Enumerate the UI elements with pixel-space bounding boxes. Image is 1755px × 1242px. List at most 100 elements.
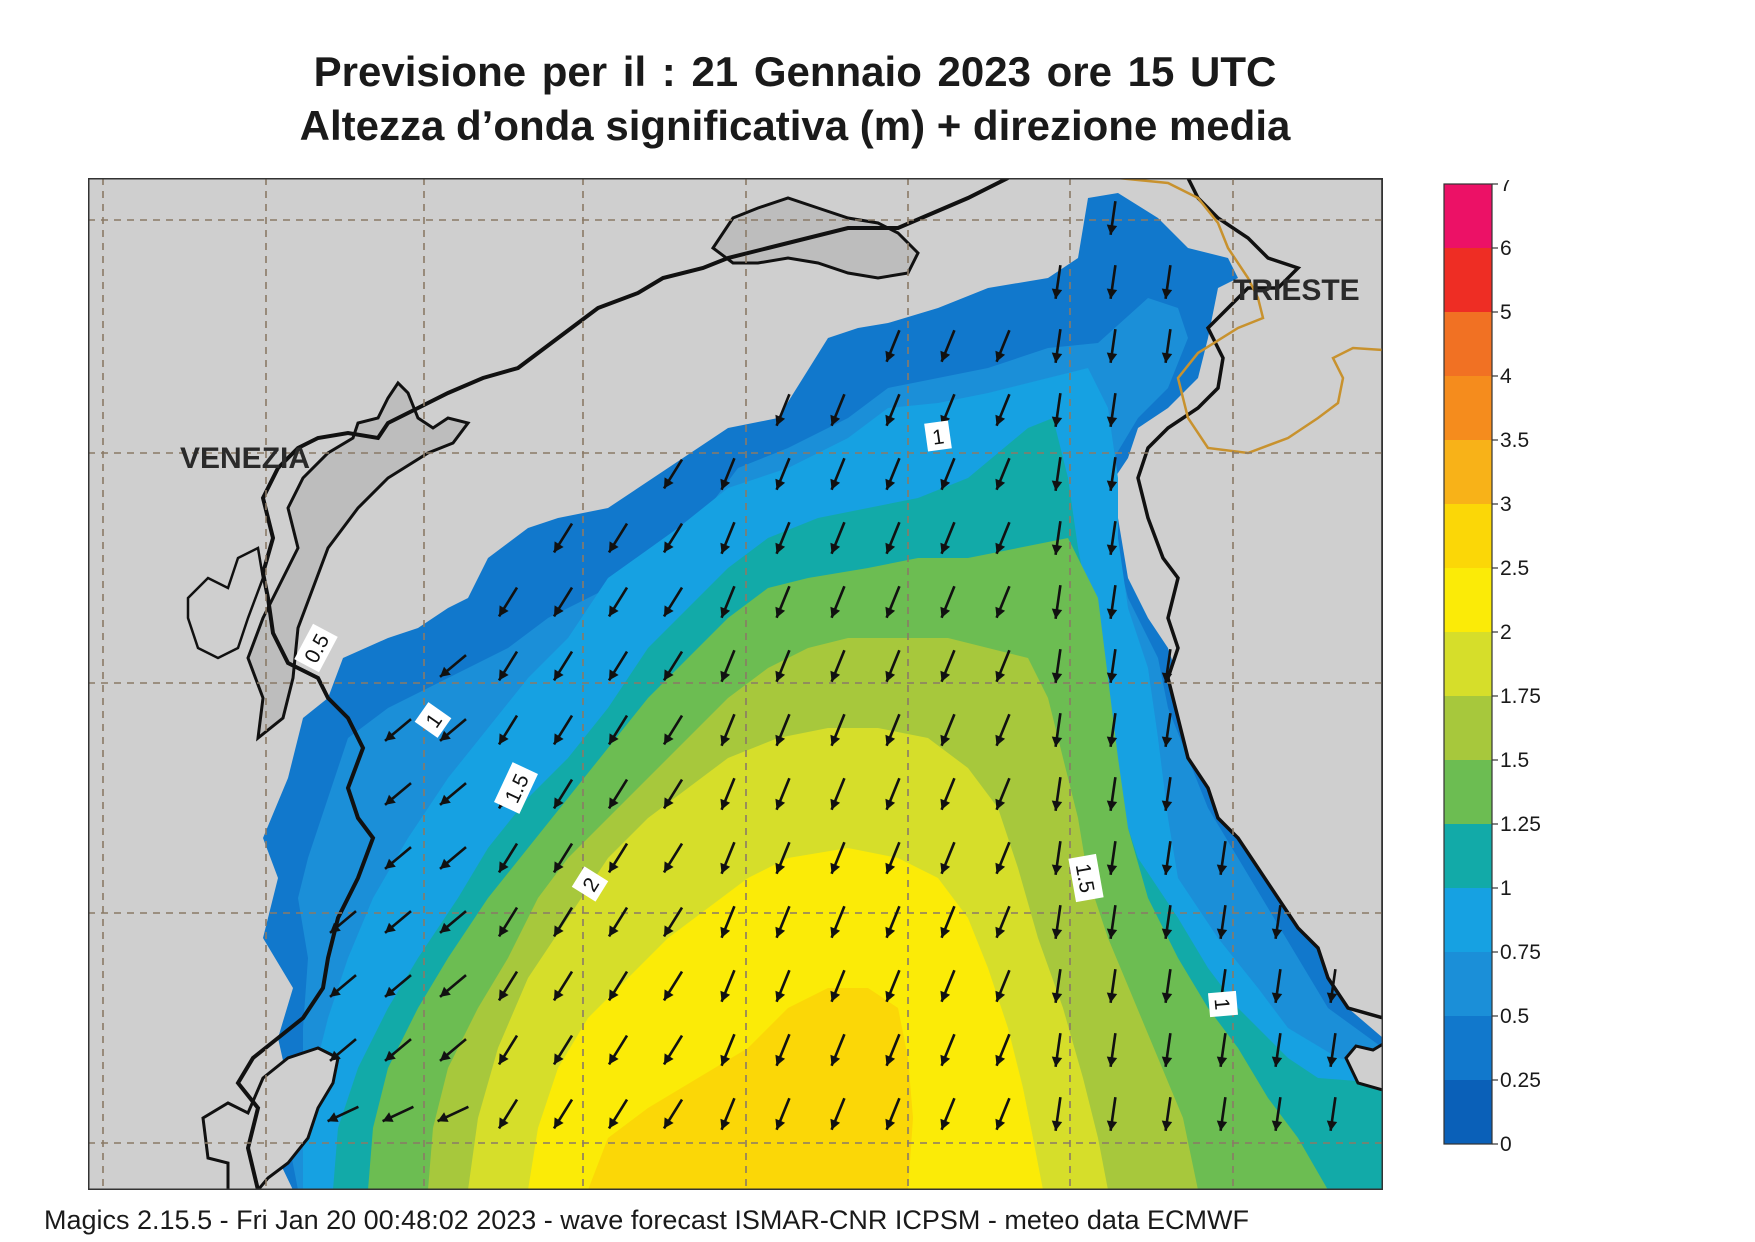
direction-arrow-head	[940, 542, 951, 554]
direction-arrow-head	[440, 1050, 451, 1061]
direction-arrow-head	[609, 605, 619, 617]
direction-arrow-head	[609, 861, 619, 873]
colorbar-legend: 0 0.25 0.5 0.75 1 1.25 1.5 1.75 2 2.5 3 3.5 4 5 6 7	[1443, 180, 1541, 1152]
direction-arrow-head	[609, 733, 619, 745]
direction-arrow-head	[995, 734, 1006, 746]
direction-arrow-head	[995, 862, 1006, 874]
direction-arrow-head	[1326, 992, 1338, 1003]
direction-arrow-head	[830, 798, 841, 810]
direction-arrow-head	[1106, 736, 1118, 747]
direction-arrow-head	[885, 478, 896, 490]
direction-arrow-head	[609, 925, 619, 937]
contour-label-1-east: 1	[1208, 990, 1238, 1018]
direction-arrow-head	[995, 542, 1006, 554]
colorbar-segment	[1444, 248, 1492, 312]
direction-arrow-head	[554, 1117, 564, 1129]
island-land	[1344, 1042, 1383, 1092]
direction-arrow-head	[499, 989, 509, 1001]
wave-direction-arrows	[327, 201, 1338, 1131]
direction-arrow-head	[1271, 992, 1283, 1003]
direction-arrow-head	[1106, 608, 1118, 619]
direction-arrow-head	[720, 478, 731, 490]
direction-arrow-head	[775, 1054, 786, 1066]
direction-arrow-head	[995, 478, 1006, 490]
direction-arrow-head	[1161, 736, 1173, 747]
direction-arrow-head	[664, 925, 674, 937]
direction-arrow-head	[940, 1118, 951, 1130]
direction-arrow-head	[775, 478, 786, 490]
direction-arrow-head	[995, 798, 1006, 810]
direction-arrow-head	[554, 605, 564, 617]
direction-arrow-head	[830, 478, 841, 490]
direction-arrow-head	[885, 670, 896, 682]
direction-arrow-head	[1051, 800, 1063, 811]
city-label-venezia: VENEZIA	[180, 442, 310, 475]
direction-arrow-head	[940, 1054, 951, 1066]
direction-arrow-head	[382, 1112, 394, 1122]
direction-arrow-head	[995, 414, 1006, 426]
direction-arrow-head	[330, 922, 341, 933]
colorbar-segment	[1444, 504, 1492, 568]
direction-arrow-head	[885, 606, 896, 618]
colorbar-tick-label: 3	[1500, 493, 1512, 516]
direction-arrow-head	[830, 670, 841, 682]
direction-arrow-head	[995, 670, 1006, 682]
direction-arrow-head	[664, 861, 674, 873]
colorbar-segment	[1444, 888, 1492, 952]
direction-arrow-head	[385, 730, 396, 741]
colorbar-tick-label: 2	[1500, 621, 1512, 644]
direction-arrow-head	[1216, 864, 1228, 875]
direction-arrow-head	[720, 606, 731, 618]
direction-arrow-head	[499, 669, 509, 681]
direction-arrow-head	[1161, 992, 1173, 1003]
direction-arrow-head	[1106, 928, 1118, 939]
direction-arrow-head	[1106, 864, 1118, 875]
direction-arrow-head	[1051, 288, 1063, 299]
direction-arrow-head	[830, 734, 841, 746]
colorbar-segment	[1444, 1080, 1492, 1144]
map-title-line1: Previsione per il : 21 Gennaio 2023 ore …	[313, 48, 1277, 95]
direction-arrow-head	[1106, 544, 1118, 555]
direction-arrow-head	[1051, 736, 1063, 747]
direction-arrow-head	[940, 798, 951, 810]
direction-arrow-head	[554, 861, 564, 873]
svg-text:1: 1	[931, 425, 946, 449]
direction-arrow-head	[330, 986, 341, 997]
direction-arrow-head	[885, 1054, 896, 1066]
direction-arrow-head	[995, 990, 1006, 1002]
direction-arrow-head	[1051, 544, 1063, 555]
contour-label-2: 2	[571, 866, 609, 902]
colorbar-tick-label: 0.75	[1500, 941, 1541, 964]
direction-arrow-head	[440, 666, 451, 677]
direction-arrow-head	[554, 925, 564, 937]
colorbar-tick-label: 1.25	[1500, 813, 1541, 836]
direction-arrow-head	[554, 669, 564, 681]
direction-arrow-head	[1216, 928, 1228, 939]
direction-arrow-head	[1161, 672, 1173, 683]
direction-arrow-head	[664, 989, 674, 1001]
direction-arrow-head	[885, 926, 896, 938]
direction-arrow-head	[830, 1118, 841, 1130]
venice-lagoon-inner	[186, 546, 265, 660]
direction-arrow-head	[830, 414, 841, 426]
direction-arrow-head	[885, 350, 896, 362]
colorbar-segment	[1444, 568, 1492, 632]
direction-arrow-head	[1106, 1120, 1118, 1131]
colorbar-tick-label: 7	[1500, 180, 1512, 196]
direction-arrow-head	[1161, 1120, 1173, 1131]
direction-arrow-head	[440, 858, 451, 869]
wave-height-map: 0.5 1 1 1.5 1.5 2 1 VENEZIA TRIESTE	[88, 178, 1383, 1190]
colorbar-segment	[1444, 184, 1492, 248]
direction-arrow-head	[995, 350, 1006, 362]
direction-arrow-head	[1326, 1120, 1338, 1131]
direction-arrow-head	[885, 798, 896, 810]
direction-arrow-head	[775, 414, 786, 426]
direction-arrow-head	[940, 990, 951, 1002]
direction-arrow-head	[1106, 480, 1118, 491]
direction-arrow-head	[1106, 800, 1118, 811]
direction-arrow-head	[499, 1117, 509, 1129]
colorbar-segment	[1444, 1016, 1492, 1080]
direction-arrow-head	[720, 862, 731, 874]
direction-arrow-head	[327, 1112, 339, 1122]
direction-arrow-head	[1161, 288, 1173, 299]
